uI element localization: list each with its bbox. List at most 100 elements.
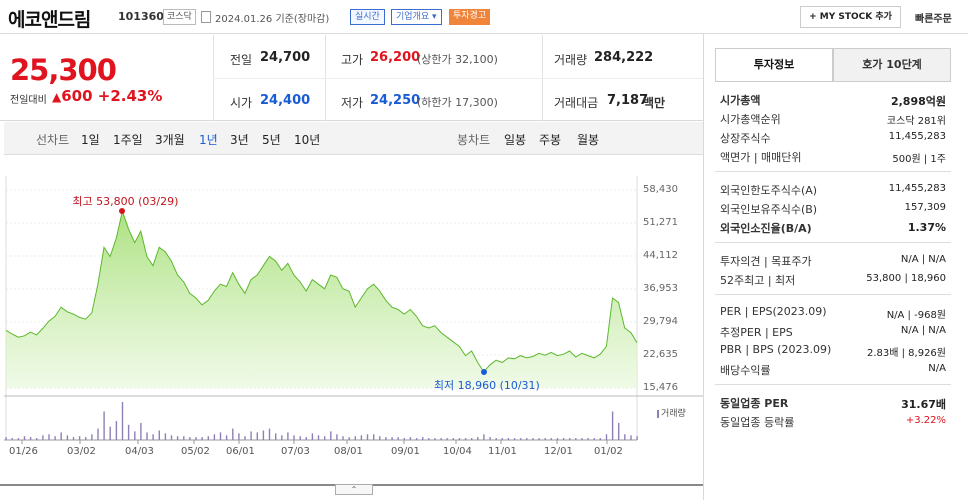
period-3y[interactable]: 3년 (230, 133, 249, 147)
change-value: ▲600 +2.43% (52, 87, 162, 105)
info-row-value: 코스닥 281위 (886, 116, 946, 127)
volume-bar (489, 437, 491, 440)
info-row-label: 외국인한도주식수(A) (720, 184, 818, 197)
company-info-dropdown[interactable]: 기업개요 ▾ (391, 9, 442, 25)
volume-bar (244, 436, 246, 440)
divider (213, 78, 703, 79)
candle-monthly[interactable]: 월봉 (577, 133, 600, 147)
volume-bar (446, 438, 448, 440)
add-my-stock-button[interactable]: + MY STOCK 추가 (800, 6, 901, 28)
chart-scroll-handle[interactable]: ⌃ (335, 484, 373, 495)
volume-value: 284,222 (594, 50, 654, 65)
volume-bar (305, 437, 307, 440)
fast-order-button[interactable]: 빠른주문 (915, 14, 952, 25)
info-row-value: 53,800 | 18,960 (866, 273, 946, 284)
realtime-button[interactable]: 실시간 (350, 9, 385, 25)
volume-bar (121, 402, 124, 440)
amount-value: 7,187 (607, 93, 649, 108)
date-value: 2024.01.26 (215, 14, 273, 25)
volume-bar (422, 437, 424, 440)
volume-bar (232, 428, 234, 440)
volume-bar (556, 438, 559, 440)
info-row-value: 31.67배 (901, 398, 946, 411)
period-3m[interactable]: 3개월 (155, 133, 185, 147)
volume-bar (238, 433, 240, 440)
info-row-value: 11,455,283 (888, 183, 946, 194)
volume-bar (630, 435, 632, 441)
change-percent: +2.43% (97, 87, 163, 105)
x-tick-label: 06/01 (226, 446, 255, 457)
low-label: 저가 (341, 96, 364, 110)
period-1d[interactable]: 1일 (81, 133, 100, 147)
volume-bar (495, 438, 497, 440)
volume-bar (599, 438, 601, 440)
volume-bar (164, 433, 167, 440)
y-tick-label: 29,794 (643, 316, 678, 327)
volume-bar (373, 434, 375, 440)
tab-order-book[interactable]: 호가 10단계 (833, 48, 951, 82)
volume-bar (477, 437, 479, 440)
period-5y[interactable]: 5년 (262, 133, 281, 147)
y-tick-label: 15,476 (643, 382, 678, 393)
tab-invest-info[interactable]: 투자정보 (715, 48, 833, 82)
stock-name: 에코앤드림 (8, 9, 91, 31)
volume-bar (605, 434, 608, 440)
volume-bar (72, 437, 75, 440)
volume-bar (440, 438, 442, 440)
volume-bar (42, 435, 44, 441)
line-chart-label[interactable]: 선차트 (36, 133, 70, 147)
volume-bar (562, 438, 565, 440)
info-row-value: 157,309 (904, 202, 946, 213)
amount-unit: 백만 (643, 96, 666, 110)
period-1y[interactable]: 1년 (199, 133, 218, 147)
volume-bar (189, 437, 191, 440)
volume-bar (452, 438, 454, 440)
info-row-value: +3.22% (905, 415, 946, 426)
chevron-up-icon: ⌃ (350, 485, 358, 494)
divider (715, 171, 951, 172)
volume-bar (152, 434, 154, 440)
volume-bar (11, 438, 13, 440)
volume-bar (183, 436, 185, 440)
volume-bar (483, 434, 485, 440)
volume-bar (5, 437, 7, 440)
stock-code: 101360 (118, 10, 164, 23)
stock-header: 에코앤드림 101360 코스닥 2024.01.26 기준(장마감) 실시간 … (0, 0, 968, 34)
volume-bar (170, 435, 173, 441)
warning-badge[interactable]: 투자경고 (449, 9, 491, 25)
volume-bar (354, 436, 356, 440)
volume-bar (97, 428, 99, 440)
divider (715, 242, 951, 243)
volume-bar (262, 430, 265, 440)
volume-bar (48, 434, 50, 440)
volume-axis-label: 거래량 (657, 406, 686, 419)
volume-bar (379, 436, 381, 440)
info-row-label: 외국인보유주식수(B) (720, 203, 818, 216)
info-row-label: 시가총액순위 (720, 113, 781, 126)
volume-bar (391, 437, 393, 440)
volume-bar (397, 437, 399, 440)
candle-chart-label[interactable]: 봉차트 (457, 133, 491, 147)
volume-bar (158, 430, 160, 440)
candle-weekly[interactable]: 주봉 (539, 133, 562, 147)
period-10y[interactable]: 10년 (294, 133, 321, 147)
current-price: 25,300 (10, 53, 117, 87)
divider (715, 294, 951, 295)
chart-period-bar: 선차트 1일 1주일 3개월 1년 3년 5년 10년 봉차트 일봉 주봉 월봉 (4, 122, 703, 155)
volume-bar (225, 435, 228, 441)
volume-bar (17, 438, 20, 440)
candle-daily[interactable]: 일봉 (504, 133, 527, 147)
divider (715, 81, 951, 82)
open-label: 시가 (230, 96, 253, 110)
volume-bar (538, 438, 540, 440)
period-1w[interactable]: 1주일 (113, 133, 143, 147)
y-tick-label: 44,112 (643, 250, 678, 261)
volume-bar (29, 437, 32, 440)
volume-bar (293, 435, 295, 441)
volume-bar (550, 438, 552, 440)
info-row-value: N/A | N/A (900, 254, 946, 265)
volume-bar (201, 437, 203, 440)
up-arrow-icon: ▲ (52, 90, 62, 104)
high-point-marker (119, 208, 126, 215)
x-tick-label: 01/02 (594, 446, 623, 457)
